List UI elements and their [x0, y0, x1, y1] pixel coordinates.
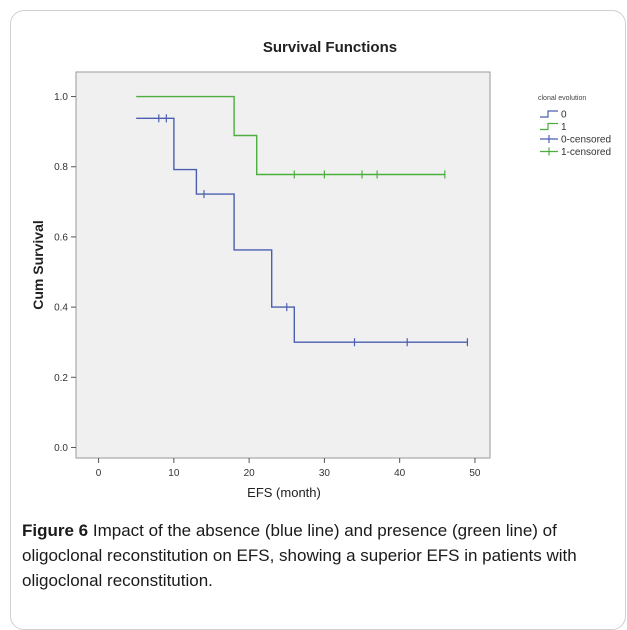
x-tick-label: 40 — [394, 468, 406, 479]
survival-line-series-0 — [136, 117, 468, 343]
legend-swatch-step — [540, 110, 558, 118]
x-tick-label: 0 — [96, 468, 102, 479]
legend-entry-label: 0 — [561, 110, 567, 121]
x-axis-label: EFS (month) — [247, 485, 321, 500]
y-tick-label: 0.4 — [54, 303, 68, 314]
y-tick-label: 0.6 — [54, 232, 68, 243]
legend-title: clonal evolution — [538, 95, 586, 102]
y-tick-label: 0.0 — [54, 443, 68, 454]
plot-area — [75, 71, 491, 459]
y-tick-label: 1.0 — [54, 92, 68, 103]
figure-caption: Figure 6 Impact of the absence (blue lin… — [22, 518, 612, 593]
caption-label: Figure 6 — [22, 521, 89, 540]
y-axis: 0.0 0.2 0.4 0.6 0.8 1.0 — [54, 92, 76, 454]
caption-text: Impact of the absence (blue line) and pr… — [22, 521, 577, 590]
series-layer — [136, 95, 469, 347]
y-tick-label: 0.8 — [54, 162, 68, 173]
legend-entry-label: 1 — [561, 122, 567, 133]
legend-swatch-step — [540, 122, 558, 131]
legend-entry-label: 0-censored — [561, 135, 611, 146]
y-axis-label: Cum Survival — [30, 220, 46, 309]
x-tick-label: 30 — [319, 468, 331, 479]
x-tick-label: 20 — [244, 468, 256, 479]
x-tick-label: 10 — [168, 468, 180, 479]
y-tick-label: 0.2 — [54, 373, 68, 384]
survival-line-series-1 — [136, 95, 445, 176]
x-axis: 0 10 20 30 40 50 — [96, 458, 481, 479]
legend-entry-label: 1-censored — [561, 147, 611, 158]
x-tick-label: 50 — [469, 468, 481, 479]
chart-title: Survival Functions — [263, 39, 397, 56]
